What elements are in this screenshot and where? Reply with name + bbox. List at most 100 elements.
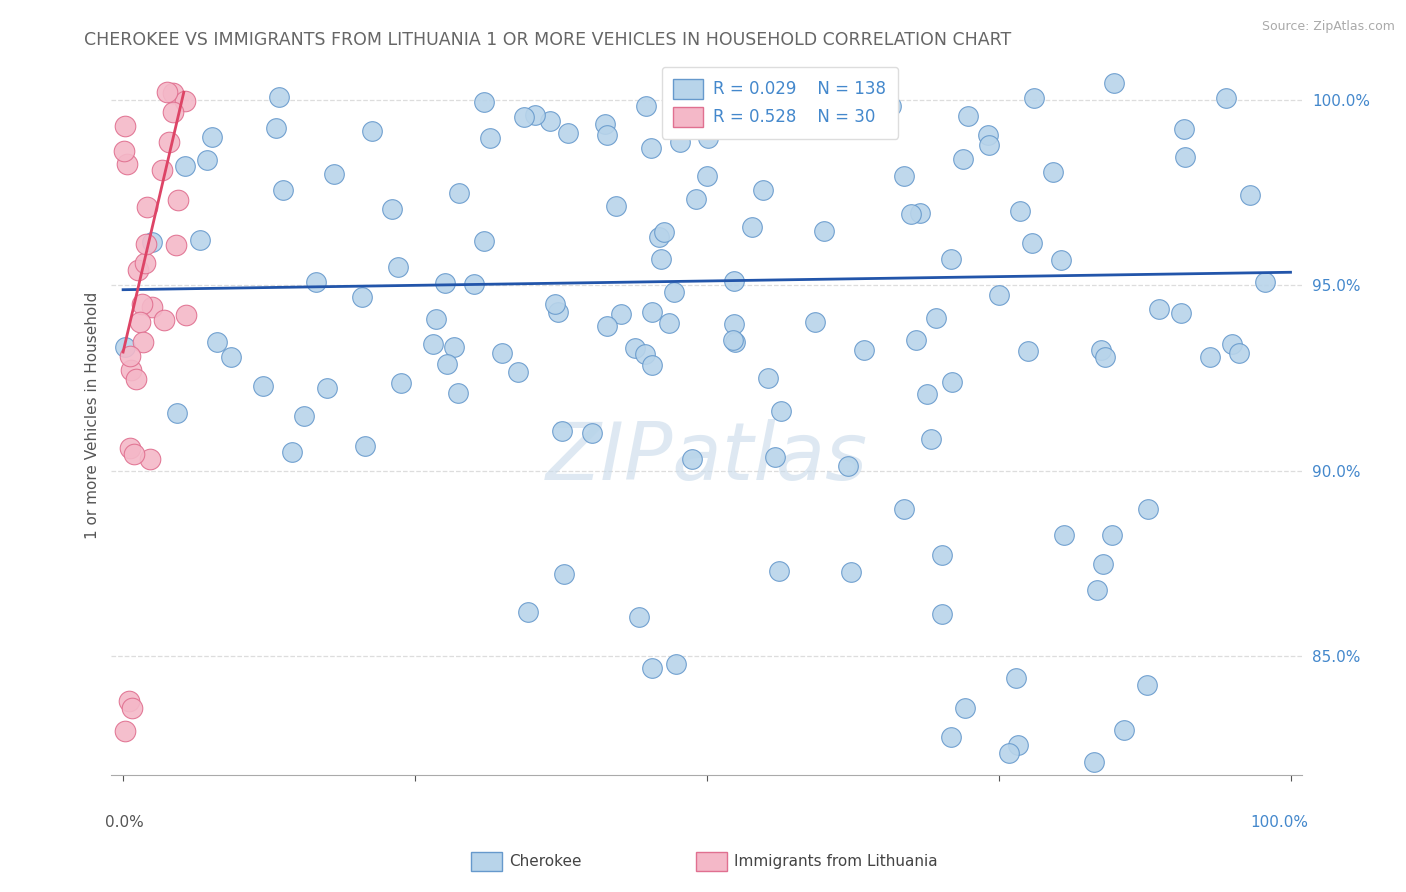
Point: [434, 276, 457, 290]
Text: CHEROKEE VS IMMIGRANTS FROM LITHUANIA 1 OR MORE VEHICLES IN HOUSEHOLD CORRELATIO: CHEROKEE VS IMMIGRANTS FROM LITHUANIA 1 …: [84, 31, 1011, 49]
Point: [162, 104, 184, 119]
Point: [114, 340, 136, 354]
Point: [721, 333, 744, 347]
Point: [174, 308, 197, 322]
Point: [135, 237, 157, 252]
Point: [264, 121, 287, 136]
Point: [387, 260, 409, 275]
Point: [641, 661, 664, 675]
Point: [741, 220, 763, 235]
Point: [813, 223, 835, 237]
Point: [1220, 337, 1243, 351]
Point: [1053, 528, 1076, 542]
Point: [640, 141, 662, 155]
Point: [624, 341, 647, 355]
Point: [553, 567, 575, 582]
Point: [1102, 76, 1125, 90]
Point: [118, 694, 141, 708]
Point: [352, 290, 374, 304]
Point: [516, 606, 538, 620]
Point: [633, 347, 655, 361]
Point: [941, 252, 963, 266]
Point: [1010, 204, 1032, 219]
Point: [628, 610, 651, 624]
Text: Cherokee: Cherokee: [509, 855, 582, 869]
Point: [1042, 165, 1064, 179]
Point: [425, 311, 447, 326]
Point: [998, 746, 1021, 760]
Point: [804, 315, 827, 329]
Point: [952, 153, 974, 167]
Point: [723, 274, 745, 288]
Point: [165, 238, 187, 252]
Point: [150, 163, 173, 178]
Point: [1227, 346, 1250, 360]
Point: [905, 333, 928, 347]
Point: [361, 124, 384, 138]
Point: [491, 346, 513, 360]
Point: [544, 297, 567, 311]
Point: [696, 169, 718, 183]
Point: [1254, 276, 1277, 290]
Point: [125, 372, 148, 386]
Point: [156, 85, 179, 99]
Point: [910, 206, 932, 220]
Point: [953, 701, 976, 715]
Point: [463, 277, 485, 291]
Point: [841, 565, 863, 579]
Point: [1136, 678, 1159, 692]
Point: [650, 252, 672, 266]
Point: [280, 444, 302, 458]
Point: [513, 110, 536, 124]
Point: [723, 317, 745, 331]
Point: [447, 386, 470, 401]
Point: [977, 128, 1000, 142]
Point: [1007, 738, 1029, 752]
Point: [436, 358, 458, 372]
Point: [1147, 301, 1170, 316]
Point: [422, 337, 444, 351]
Point: [315, 381, 337, 395]
Point: [1173, 121, 1195, 136]
Point: [136, 200, 159, 214]
Point: [636, 99, 658, 113]
Point: [121, 701, 143, 715]
Point: [658, 316, 681, 330]
Point: [205, 335, 228, 350]
Point: [132, 334, 155, 349]
Point: [114, 120, 136, 134]
Point: [681, 451, 703, 466]
Point: [1090, 343, 1112, 357]
Point: [524, 108, 547, 122]
Point: [640, 358, 662, 372]
Text: ZIPatlas: ZIPatlas: [546, 419, 868, 498]
Point: [115, 157, 138, 171]
Point: [697, 130, 720, 145]
Point: [122, 447, 145, 461]
Point: [641, 305, 664, 319]
Point: [114, 723, 136, 738]
Point: [879, 99, 901, 113]
Point: [1094, 350, 1116, 364]
Point: [837, 458, 859, 473]
Point: [551, 424, 574, 438]
Point: [472, 234, 495, 248]
Point: [593, 117, 616, 131]
Text: Source: ZipAtlas.com: Source: ZipAtlas.com: [1261, 20, 1395, 33]
Text: 0.0%: 0.0%: [105, 814, 145, 830]
Point: [770, 404, 793, 418]
Point: [724, 334, 747, 349]
Point: [925, 310, 948, 325]
Point: [1239, 188, 1261, 202]
Point: [139, 452, 162, 467]
Point: [506, 365, 529, 379]
Text: Immigrants from Lithuania: Immigrants from Lithuania: [734, 855, 938, 869]
Point: [1005, 671, 1028, 685]
Point: [768, 564, 790, 578]
Point: [648, 229, 671, 244]
Point: [920, 432, 942, 446]
Point: [478, 130, 501, 145]
Point: [141, 235, 163, 250]
Point: [852, 343, 875, 357]
Point: [931, 548, 953, 562]
